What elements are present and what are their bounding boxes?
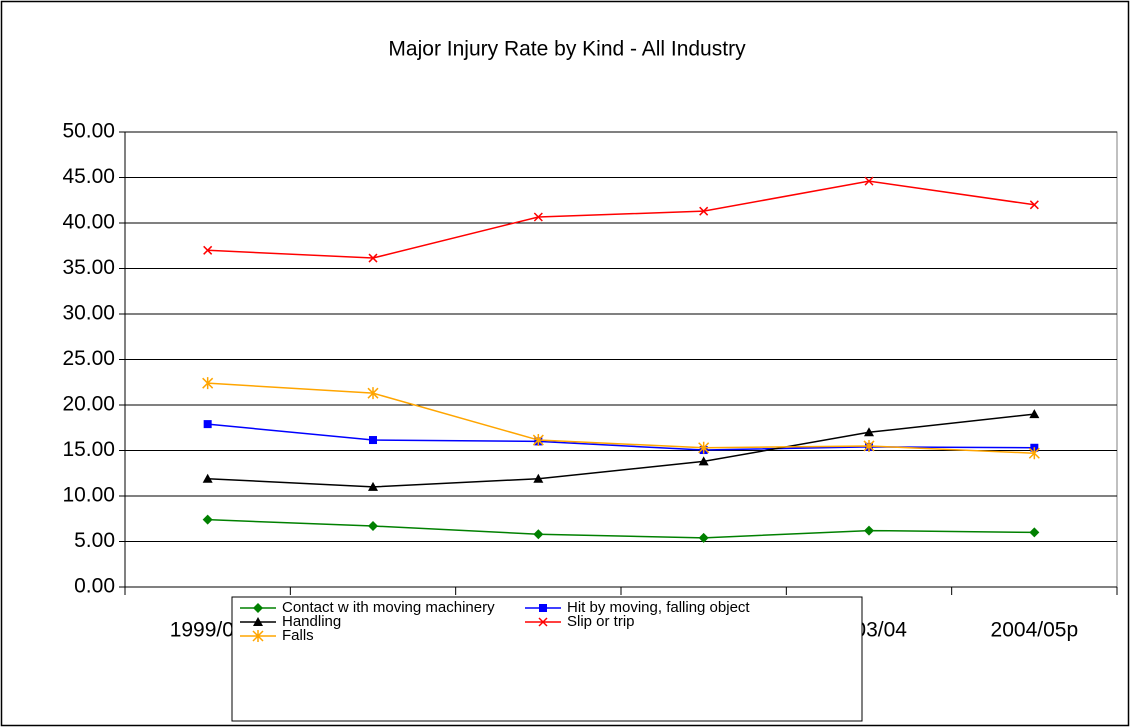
series xyxy=(203,176,1039,263)
series-line xyxy=(207,413,1035,488)
marker xyxy=(1029,409,1040,419)
y-tick-label: 30.00 xyxy=(62,302,115,325)
series-line xyxy=(207,180,1035,259)
y-tick-label: 20.00 xyxy=(62,393,115,416)
marker xyxy=(864,427,874,437)
marker xyxy=(698,441,710,454)
marker xyxy=(533,473,544,483)
marker xyxy=(699,206,709,216)
marker xyxy=(253,603,263,613)
series-line xyxy=(207,382,1035,454)
marker xyxy=(369,436,377,445)
y-tick-label: 10.00 xyxy=(62,484,115,507)
marker xyxy=(202,473,213,483)
marker xyxy=(533,529,544,540)
marker xyxy=(202,514,213,525)
legend: Contact w ith moving machinery Hit by mov… xyxy=(231,596,863,722)
x-tick-label: 1999/00 xyxy=(170,619,246,642)
marker xyxy=(539,604,547,612)
marker xyxy=(252,630,264,642)
marker xyxy=(863,439,875,452)
legend-label: Hit by moving, falling object xyxy=(567,599,750,616)
marker xyxy=(202,377,214,390)
marker xyxy=(698,532,709,543)
legend-label: Handling xyxy=(282,613,341,630)
legend-box xyxy=(231,596,863,722)
legend-label: Falls xyxy=(282,627,314,644)
y-tick-label: 0.00 xyxy=(74,575,115,598)
marker xyxy=(698,456,709,466)
series xyxy=(202,514,1040,543)
series xyxy=(202,377,1040,460)
marker xyxy=(1029,200,1039,210)
marker xyxy=(532,434,544,447)
legend-label: Contact w ith moving machinery xyxy=(282,599,495,616)
marker xyxy=(864,525,874,536)
y-tick-label: 50.00 xyxy=(62,120,115,143)
marker xyxy=(203,245,213,255)
y-tick-label: 5.00 xyxy=(74,529,115,552)
y-tick-label: 45.00 xyxy=(62,165,115,188)
marker xyxy=(864,176,874,186)
y-tick-label: 15.00 xyxy=(62,438,115,461)
legend-label: Slip or trip xyxy=(567,613,635,630)
chart-title: Major Injury Rate by Kind - All Industry xyxy=(388,38,746,61)
series-line xyxy=(207,518,1035,539)
marker xyxy=(367,387,379,400)
y-tick-label: 25.00 xyxy=(62,347,115,370)
marker xyxy=(368,521,378,532)
y-tick-label: 35.00 xyxy=(62,256,115,279)
marker xyxy=(1028,447,1040,460)
marker xyxy=(368,481,378,491)
marker xyxy=(253,617,263,626)
marker xyxy=(203,420,212,429)
y-tick-label: 40.00 xyxy=(62,211,115,234)
marker xyxy=(368,253,378,263)
series xyxy=(202,409,1040,491)
x-tick-label: 2004/05p xyxy=(991,619,1079,642)
marker xyxy=(1029,527,1040,538)
marker xyxy=(533,212,543,222)
marker xyxy=(538,617,548,627)
